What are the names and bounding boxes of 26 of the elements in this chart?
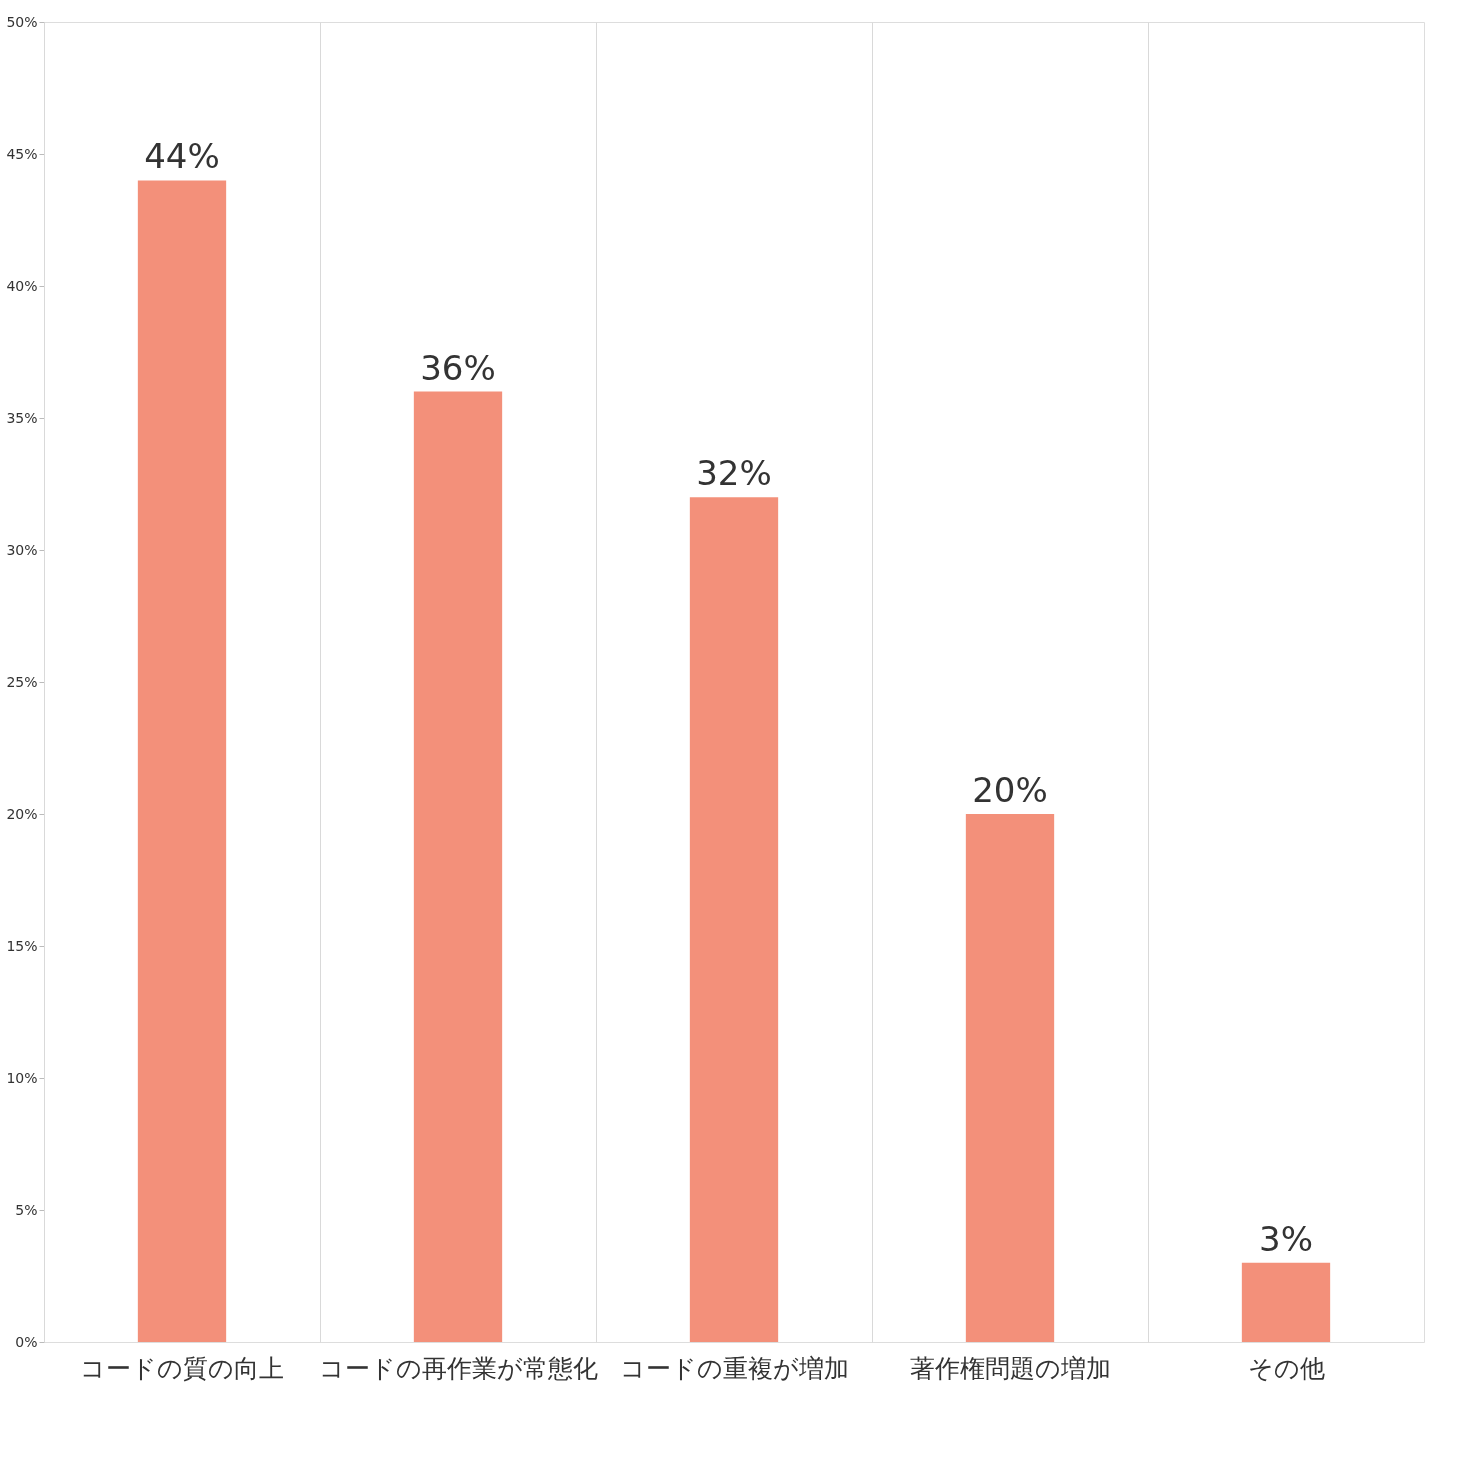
- bar: [137, 180, 227, 1342]
- y-tick-label: 35%: [6, 409, 38, 426]
- y-tick-label: 5%: [15, 1201, 38, 1218]
- bar: [1241, 1262, 1331, 1342]
- data-label: 20%: [972, 770, 1048, 810]
- y-tick-label: 40%: [6, 277, 38, 294]
- y-tick-label: 45%: [6, 145, 38, 162]
- bar: [689, 497, 779, 1342]
- data-label: 3%: [1259, 1218, 1313, 1259]
- data-label: 36%: [420, 347, 496, 388]
- y-tick-label: 30%: [6, 541, 38, 558]
- bar: [965, 814, 1055, 1342]
- data-label: 44%: [144, 136, 220, 177]
- y-tick-label: 10%: [6, 1069, 38, 1086]
- y-tick-label: 15%: [6, 937, 38, 954]
- x-tick-label: コードの重複が増加: [619, 1353, 849, 1383]
- data-label: 32%: [696, 453, 772, 494]
- y-tick-label: 0%: [15, 1333, 38, 1350]
- x-tick-label: その他: [1247, 1353, 1325, 1383]
- y-tick-label: 50%: [6, 13, 38, 30]
- bar: [413, 391, 503, 1342]
- x-tick-label: コードの質の向上: [80, 1353, 284, 1383]
- x-tick-label: コードの再作業が常態化: [318, 1353, 598, 1383]
- x-tick-label: 著作権問題の増加: [909, 1353, 1111, 1383]
- y-tick-label: 25%: [6, 673, 38, 690]
- y-tick-label: 20%: [6, 805, 38, 822]
